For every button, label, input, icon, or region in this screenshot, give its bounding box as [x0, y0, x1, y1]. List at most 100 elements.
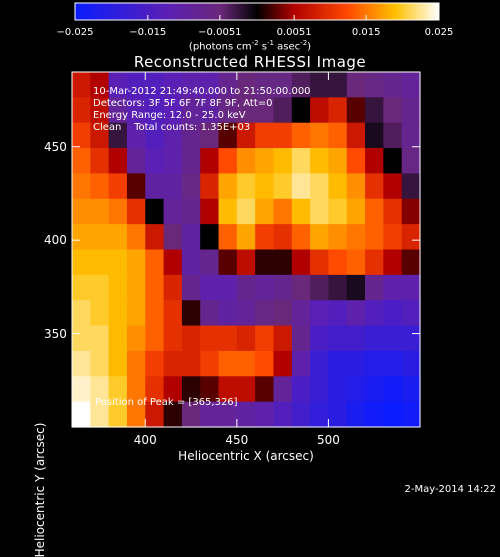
- heatmap-cell: [291, 350, 311, 377]
- heatmap-cell: [72, 350, 91, 377]
- heatmap-cell: [328, 376, 348, 403]
- heatmap-cell: [346, 72, 366, 98]
- heatmap-cell: [163, 122, 183, 149]
- heatmap-cell: [200, 300, 220, 327]
- annotation-clean-counts: Clean Total counts: 1.35E+03: [93, 122, 251, 133]
- heatmap-cell: [401, 325, 421, 352]
- heatmap-cell: [163, 300, 183, 327]
- heatmap-cell: [236, 300, 256, 327]
- colorbar-tick-label: 0.025: [424, 27, 454, 38]
- heatmap-cell: [291, 376, 311, 403]
- heatmap-cell: [346, 97, 366, 124]
- heatmap-cell: [163, 148, 183, 175]
- heatmap-cell: [383, 274, 403, 301]
- colorbar-tick-label: −0.0051: [198, 27, 242, 38]
- heatmap-cell: [145, 198, 165, 225]
- heatmap-cell: [200, 274, 220, 301]
- heatmap-cell: [90, 376, 110, 403]
- heatmap-cell: [108, 97, 128, 124]
- heatmap-cell: [310, 325, 330, 352]
- heatmap-cell: [291, 173, 311, 200]
- heatmap-cell: [255, 148, 275, 175]
- heatmap-cell: [145, 401, 165, 428]
- heatmap-cell: [90, 72, 110, 98]
- heatmap-cell: [365, 274, 384, 301]
- heatmap-cell: [145, 274, 165, 301]
- heatmap-cell: [291, 274, 311, 301]
- colorbar: [74, 2, 440, 21]
- plot-frame: [71, 71, 421, 428]
- heatmap-cell: [145, 325, 165, 352]
- heatmap-cell: [273, 350, 293, 377]
- heatmap-cell: [255, 198, 275, 225]
- heatmap-cell: [126, 173, 146, 200]
- heatmap-cell: [236, 148, 256, 175]
- annotation-detectors: Detectors: 3F 5F 6F 7F 8F 9F, Att=0: [93, 98, 273, 109]
- heatmap-cell: [255, 72, 275, 98]
- heatmap-cell: [181, 401, 201, 428]
- heatmap-cell: [72, 249, 91, 276]
- heatmap-cell: [255, 350, 275, 377]
- heatmap-cell: [365, 325, 384, 352]
- heatmap-cell: [236, 97, 256, 124]
- heatmap-cell: [163, 401, 183, 428]
- heatmap-cell: [383, 198, 403, 225]
- heatmap-cell: [90, 350, 110, 377]
- heatmap-cell: [90, 198, 110, 225]
- heatmap-cell: [108, 274, 128, 301]
- annotation-time-range: 10-Mar-2012 21:49:40.000 to 21:50:00.000: [93, 86, 311, 97]
- heatmap-cell: [200, 97, 220, 124]
- heatmap-cell: [163, 325, 183, 352]
- heatmap-cell: [200, 224, 220, 251]
- heatmap-cell: [236, 249, 256, 276]
- heatmap-cell: [401, 300, 421, 327]
- heatmap-cell: [365, 401, 384, 428]
- heatmap-cell: [145, 122, 165, 149]
- heatmap-cell: [328, 224, 348, 251]
- heatmap-cell: [273, 325, 293, 352]
- heatmap-cell: [310, 148, 330, 175]
- heatmap-cell: [346, 198, 366, 225]
- heatmap-cell: [273, 198, 293, 225]
- heatmap-cell: [401, 401, 421, 428]
- x-tick-label: 500: [316, 433, 340, 447]
- heatmap-cell: [346, 148, 366, 175]
- heatmap-cell: [365, 300, 384, 327]
- heatmap-cell: [200, 350, 220, 377]
- colorbar-tick-label: −0.015: [129, 27, 167, 38]
- heatmap-cell: [236, 350, 256, 377]
- heatmap-cell: [145, 72, 165, 98]
- heatmap-cell: [401, 97, 421, 124]
- heatmap-cell: [310, 376, 330, 403]
- heatmap-cell: [163, 224, 183, 251]
- heatmap-cell: [72, 224, 91, 251]
- heatmap-cell: [328, 274, 348, 301]
- heatmap-cell: [108, 401, 128, 428]
- heatmap-cell: [108, 325, 128, 352]
- heatmap-cell: [108, 72, 128, 98]
- plot-area: [71, 71, 421, 428]
- heatmap-cell: [401, 148, 421, 175]
- heatmap-cell: [108, 350, 128, 377]
- heatmap-cell: [181, 350, 201, 377]
- heatmap-cell: [328, 148, 348, 175]
- heatmap-cell: [145, 97, 165, 124]
- heatmap-cell: [200, 148, 220, 175]
- heatmap-cell: [346, 350, 366, 377]
- heatmap-cell: [108, 249, 128, 276]
- heatmap-cell: [255, 401, 275, 428]
- heatmap-cell: [200, 198, 220, 225]
- heatmap-cell: [108, 148, 128, 175]
- heatmap-cell: [126, 274, 146, 301]
- heatmap-cell: [383, 173, 403, 200]
- heatmap-cell: [310, 401, 330, 428]
- heatmap-cell: [163, 97, 183, 124]
- heatmap-cell: [126, 97, 146, 124]
- heatmap-cell: [310, 72, 330, 98]
- heatmap-cell: [328, 122, 348, 149]
- heatmap-cell: [126, 249, 146, 276]
- heatmap-cell: [200, 249, 220, 276]
- heatmap-cell: [346, 325, 366, 352]
- heatmap-cell: [72, 148, 91, 175]
- heatmap-cell: [72, 122, 91, 149]
